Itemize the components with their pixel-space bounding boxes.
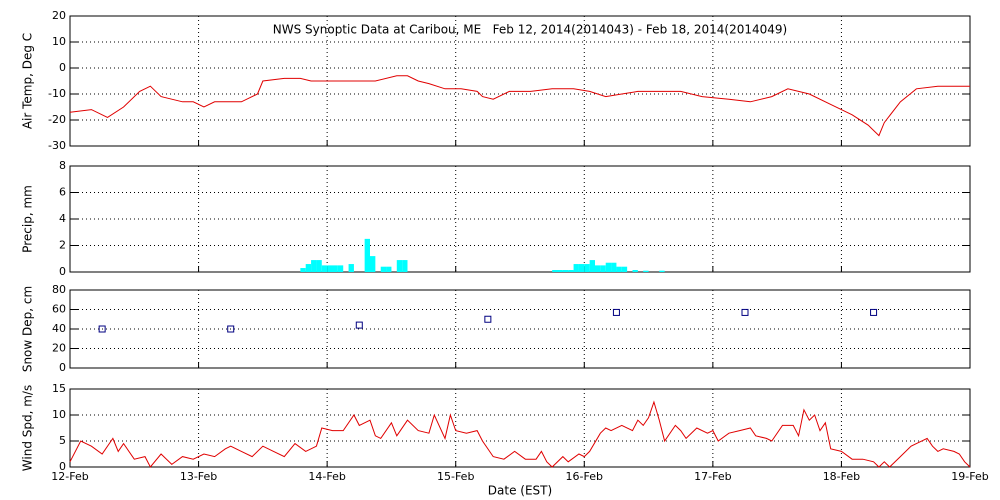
y-axis-label: Air Temp, Deg C: [21, 33, 35, 129]
bar: [568, 270, 574, 272]
bar: [562, 270, 569, 272]
point: [355, 321, 363, 329]
bar: [605, 262, 612, 272]
y-tick-label: 10: [52, 35, 66, 48]
x-tick-label: 12-Feb: [51, 470, 88, 483]
point: [870, 308, 878, 316]
bar: [595, 265, 601, 272]
point: [98, 325, 106, 333]
y-tick-label: -30: [48, 139, 66, 152]
bar: [659, 270, 665, 272]
point: [741, 308, 749, 316]
bar: [300, 268, 306, 272]
bar: [311, 260, 317, 272]
bar: [337, 265, 344, 272]
x-axis-label: Date (EST): [488, 484, 552, 498]
bar: [321, 265, 328, 272]
y-axis-label: Wind Spd, m/s: [21, 385, 35, 471]
y-tick-label: -10: [48, 87, 66, 100]
bar: [621, 266, 628, 272]
bar: [584, 264, 590, 272]
bar: [305, 264, 312, 272]
bar: [380, 266, 387, 272]
y-tick-label: 15: [52, 382, 66, 395]
x-tick-label: 13-Feb: [180, 470, 217, 483]
bar: [364, 238, 370, 272]
y-tick-label: 5: [59, 434, 66, 447]
y-tick-label: 4: [59, 212, 66, 225]
bar: [573, 264, 579, 272]
x-tick-label: 18-Feb: [823, 470, 860, 483]
y-tick-label: 2: [59, 239, 66, 252]
bar: [396, 260, 403, 272]
data-line: [69, 75, 970, 137]
y-tick-label: -20: [48, 113, 66, 126]
y-tick-label: 0: [59, 265, 66, 278]
data-line: [69, 400, 971, 468]
bar: [611, 262, 617, 272]
plot-frame: [69, 388, 971, 468]
bar: [316, 260, 322, 272]
y-tick-label: 0: [59, 460, 66, 473]
bar: [386, 266, 392, 272]
y-tick-label: 0: [59, 361, 66, 374]
y-tick-label: 80: [52, 283, 66, 296]
bar: [600, 265, 606, 272]
bar: [370, 256, 376, 272]
bar: [632, 270, 638, 272]
y-axis-label: Snow Dep, cm: [21, 286, 35, 372]
bar: [616, 266, 622, 272]
y-tick-label: 8: [59, 159, 66, 172]
x-tick-label: 16-Feb: [566, 470, 603, 483]
x-tick-label: 17-Feb: [694, 470, 731, 483]
bar: [402, 260, 408, 272]
bar: [348, 264, 354, 272]
point: [484, 315, 492, 323]
y-tick-label: 20: [52, 9, 66, 22]
y-tick-label: 6: [59, 186, 66, 199]
point: [227, 325, 235, 333]
bar: [327, 265, 333, 272]
bar: [578, 264, 585, 272]
chart-title: NWS Synoptic Data at Caribou, ME Feb 12,…: [273, 23, 788, 37]
y-tick-label: 60: [52, 303, 66, 316]
point: [612, 308, 620, 316]
bar: [589, 260, 595, 272]
y-tick-label: 20: [52, 342, 66, 355]
x-tick-label: 14-Feb: [308, 470, 345, 483]
bar: [332, 265, 338, 272]
x-tick-label: 19-Feb: [951, 470, 988, 483]
x-tick-label: 15-Feb: [437, 470, 474, 483]
y-axis-label: Precip, mm: [21, 185, 35, 253]
y-tick-label: 0: [59, 61, 66, 74]
bar: [552, 270, 558, 272]
y-tick-label: 10: [52, 408, 66, 421]
bar: [557, 270, 563, 272]
y-tick-label: 40: [52, 322, 66, 335]
bar: [643, 270, 649, 272]
